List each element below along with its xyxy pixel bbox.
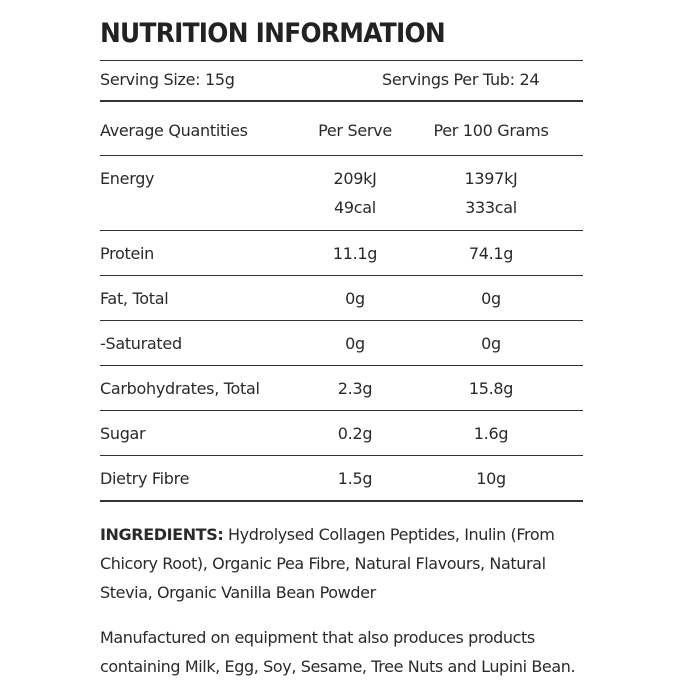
cell: 11.1g: [332, 244, 378, 263]
rule: [100, 410, 583, 411]
rule: [100, 100, 583, 102]
cell: 2.3g: [337, 379, 373, 398]
cell: 15.8g: [468, 379, 514, 398]
rule: [100, 275, 583, 276]
rule: [100, 230, 583, 231]
ingredients-label: INGREDIENTS:: [100, 525, 224, 544]
cell: 1.6g: [473, 424, 509, 443]
row-label: Dietry Fibre: [100, 469, 190, 488]
column-header: Average Quantities: [100, 121, 248, 140]
rule: [100, 365, 583, 366]
cell: 1.5g: [337, 469, 373, 488]
row-label: Carbohydrates, Total: [100, 379, 260, 398]
cell: 49cal: [334, 198, 376, 217]
ingredients-text: Hydrolysed Collagen Peptides, Inulin (Fr…: [100, 525, 555, 602]
rule: [100, 155, 583, 156]
ingredients: INGREDIENTS: Hydrolysed Collagen Peptide…: [100, 520, 590, 607]
column-header: Per Serve: [318, 121, 392, 140]
cell: 74.1g: [468, 244, 514, 263]
cell: 0g: [481, 289, 501, 308]
row-label: -Saturated: [100, 334, 182, 353]
rule: [100, 500, 583, 502]
column-header: Per 100 Grams: [433, 121, 549, 140]
cell: 333cal: [465, 198, 517, 217]
servings-per-tub: Servings Per Tub: 24: [382, 70, 540, 89]
rule: [100, 320, 583, 321]
cell: 0g: [481, 334, 501, 353]
allergen-note: Manufactured on equipment that also prod…: [100, 628, 576, 676]
rule: [100, 455, 583, 456]
cell: 0.2g: [337, 424, 373, 443]
cell: 10g: [476, 469, 506, 488]
cell: 0g: [345, 334, 365, 353]
rule: [100, 60, 583, 61]
row-label: Fat, Total: [100, 289, 169, 308]
row-label: Protein: [100, 244, 154, 263]
row-label: Sugar: [100, 424, 146, 443]
serving-size: Serving Size: 15g: [100, 70, 235, 89]
cell: 0g: [345, 289, 365, 308]
title: NUTRITION INFORMATION: [100, 18, 446, 49]
cell: 209kJ: [333, 169, 377, 188]
row-label: Energy: [100, 169, 155, 188]
cell: 1397kJ: [464, 169, 518, 188]
